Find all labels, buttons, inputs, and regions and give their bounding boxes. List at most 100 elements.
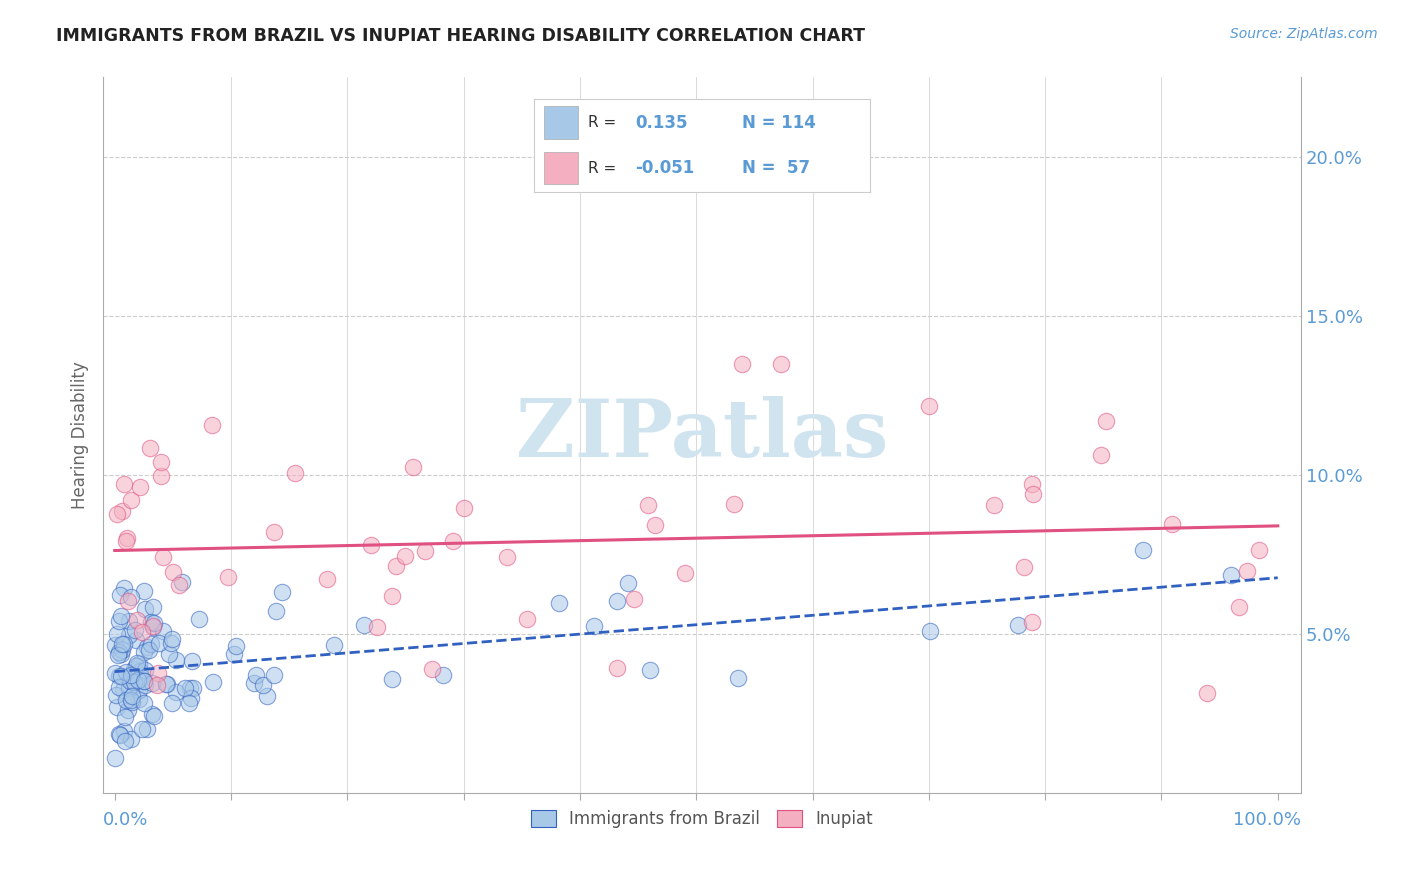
Inupiat (453, 501, 475, 516)
Text: 100.0%: 100.0% (1233, 811, 1301, 829)
Inupiat (125, 613, 148, 627)
Immigrants from Brazil (125, 632, 148, 647)
Immigrants from Brazil (202, 675, 225, 690)
Immigrants from Brazil (245, 668, 267, 682)
Immigrants from Brazil (121, 669, 143, 683)
Immigrants from Brazil (124, 624, 146, 638)
Immigrants from Brazil (172, 574, 194, 589)
Inupiat (129, 480, 152, 494)
Immigrants from Brazil (174, 681, 197, 695)
Inupiat (112, 477, 135, 491)
Immigrants from Brazil (256, 689, 278, 703)
Immigrants from Brazil (160, 636, 183, 650)
Immigrants from Brazil (181, 654, 204, 668)
Inupiat (770, 357, 793, 371)
Immigrants from Brazil (128, 665, 150, 679)
Immigrants from Brazil (105, 700, 128, 714)
Inupiat (110, 504, 132, 518)
Immigrants from Brazil (323, 638, 346, 652)
Immigrants from Brazil (118, 628, 141, 642)
Immigrants from Brazil (252, 678, 274, 692)
Immigrants from Brazil (188, 612, 211, 626)
Immigrants from Brazil (128, 691, 150, 706)
Immigrants from Brazil (222, 648, 245, 662)
Inupiat (150, 469, 173, 483)
Immigrants from Brazil (134, 673, 156, 688)
Immigrants from Brazil (110, 647, 132, 661)
Immigrants from Brazil (105, 627, 128, 641)
Immigrants from Brazil (1007, 617, 1029, 632)
Immigrants from Brazil (120, 668, 142, 682)
Immigrants from Brazil (120, 674, 142, 689)
Inupiat (413, 544, 436, 558)
Immigrants from Brazil (142, 620, 165, 634)
Inupiat (496, 550, 519, 565)
Immigrants from Brazil (120, 732, 142, 747)
Immigrants from Brazil (166, 653, 188, 667)
Inupiat (1090, 448, 1112, 462)
Immigrants from Brazil (132, 583, 155, 598)
Immigrants from Brazil (638, 663, 661, 677)
Immigrants from Brazil (110, 609, 132, 624)
Immigrants from Brazil (118, 614, 141, 628)
Inupiat (114, 534, 136, 549)
Immigrants from Brazil (115, 693, 138, 707)
Inupiat (516, 612, 538, 626)
Immigrants from Brazil (114, 665, 136, 679)
Immigrants from Brazil (582, 618, 605, 632)
Immigrants from Brazil (432, 667, 454, 681)
Immigrants from Brazil (120, 693, 142, 707)
Text: 0.0%: 0.0% (103, 811, 149, 829)
Inupiat (730, 357, 752, 371)
Immigrants from Brazil (114, 734, 136, 748)
Immigrants from Brazil (135, 722, 157, 736)
Immigrants from Brazil (120, 591, 142, 605)
Immigrants from Brazil (132, 674, 155, 689)
Inupiat (167, 577, 190, 591)
Immigrants from Brazil (263, 667, 285, 681)
Immigrants from Brazil (264, 604, 287, 618)
Immigrants from Brazil (104, 750, 127, 764)
Immigrants from Brazil (381, 672, 404, 686)
Inupiat (162, 566, 184, 580)
Inupiat (917, 399, 939, 413)
Inupiat (105, 507, 128, 521)
Immigrants from Brazil (270, 585, 292, 599)
Immigrants from Brazil (128, 683, 150, 698)
Inupiat (644, 518, 666, 533)
Inupiat (422, 662, 444, 676)
Immigrants from Brazil (156, 677, 179, 691)
Inupiat (115, 531, 138, 545)
Inupiat (402, 459, 425, 474)
Immigrants from Brazil (157, 647, 180, 661)
Immigrants from Brazil (117, 703, 139, 717)
Immigrants from Brazil (1132, 543, 1154, 558)
Inupiat (1095, 414, 1118, 428)
Immigrants from Brazil (122, 662, 145, 676)
Inupiat (441, 533, 464, 548)
Immigrants from Brazil (727, 671, 749, 685)
Inupiat (150, 455, 173, 469)
Inupiat (152, 549, 174, 564)
Legend: Immigrants from Brazil, Inupiat: Immigrants from Brazil, Inupiat (524, 803, 880, 834)
Immigrants from Brazil (225, 639, 247, 653)
Immigrants from Brazil (131, 723, 153, 737)
Immigrants from Brazil (105, 688, 128, 702)
Immigrants from Brazil (134, 602, 156, 616)
Inupiat (131, 624, 153, 639)
Inupiat (1012, 559, 1035, 574)
Immigrants from Brazil (141, 706, 163, 721)
Inupiat (1021, 476, 1043, 491)
Immigrants from Brazil (138, 643, 160, 657)
Immigrants from Brazil (141, 676, 163, 690)
Inupiat (117, 593, 139, 607)
Immigrants from Brazil (134, 663, 156, 677)
Immigrants from Brazil (143, 708, 166, 723)
Inupiat (366, 620, 388, 634)
Immigrants from Brazil (143, 615, 166, 630)
Inupiat (394, 549, 416, 564)
Immigrants from Brazil (124, 675, 146, 690)
Immigrants from Brazil (353, 618, 375, 632)
Text: Source: ZipAtlas.com: Source: ZipAtlas.com (1230, 27, 1378, 41)
Immigrants from Brazil (120, 674, 142, 689)
